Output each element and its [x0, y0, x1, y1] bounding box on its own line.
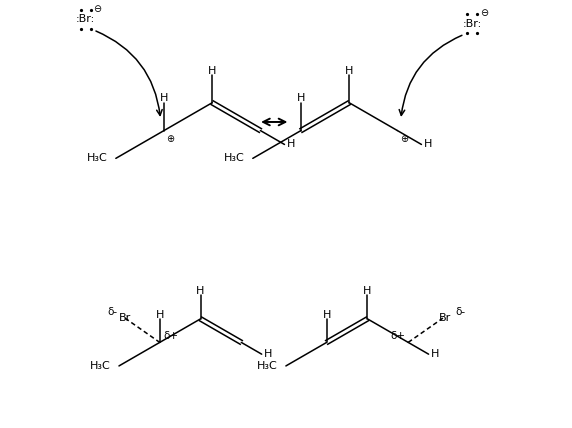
Text: H: H [160, 93, 168, 104]
Text: ⊕: ⊕ [166, 134, 174, 144]
Text: ⊕: ⊕ [400, 134, 408, 144]
Text: H: H [156, 309, 164, 320]
Text: Br: Br [119, 313, 131, 323]
Text: ⊖: ⊖ [480, 8, 488, 18]
Text: H₃C: H₃C [86, 153, 108, 163]
Text: H: H [264, 349, 272, 359]
Text: H₃C: H₃C [90, 361, 110, 371]
Text: ⊖: ⊖ [94, 3, 102, 14]
Text: Br: Br [439, 313, 451, 323]
Text: δ-: δ- [455, 307, 465, 317]
Text: H: H [196, 286, 205, 296]
Text: H: H [363, 286, 372, 296]
Text: H: H [431, 349, 439, 359]
Text: δ+: δ+ [163, 331, 178, 341]
Text: H: H [323, 309, 331, 320]
Text: H: H [345, 65, 353, 76]
Text: :Br:: :Br: [76, 14, 96, 24]
Text: H: H [424, 140, 432, 149]
Text: :Br:: :Br: [463, 18, 482, 29]
Text: δ+: δ+ [390, 331, 405, 341]
Text: H: H [287, 140, 295, 149]
Text: δ-: δ- [107, 307, 117, 317]
Text: H₃C: H₃C [257, 361, 277, 371]
Text: H₃C: H₃C [224, 153, 244, 163]
Text: H: H [208, 65, 216, 76]
Text: H: H [297, 93, 305, 104]
